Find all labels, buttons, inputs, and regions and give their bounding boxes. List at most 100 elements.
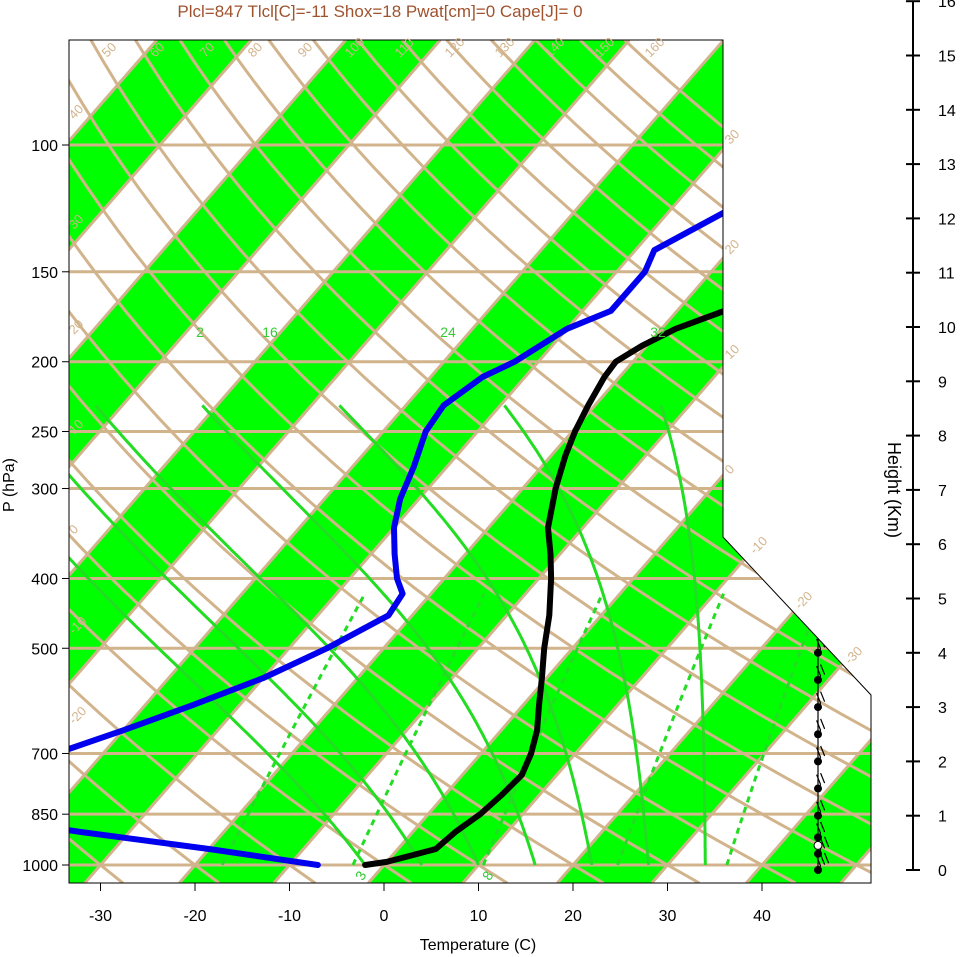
moist-adiabat — [201, 404, 537, 866]
isotherm-label-right: 0 — [722, 461, 738, 477]
wind-open-dot — [813, 840, 823, 850]
wind-barb-flag — [820, 555, 826, 567]
wind-barb-flag — [824, 146, 830, 158]
moist-adiabat — [338, 404, 594, 866]
wind-barb-flag — [820, 501, 826, 512]
wind-dot — [814, 594, 822, 603]
x-tick-label: 10 — [470, 908, 488, 925]
height-tick-label: 4 — [938, 646, 947, 663]
wind-barb — [817, 567, 822, 572]
isotherm-label-left: 0 — [66, 521, 82, 537]
dry-adiabat — [178, 40, 871, 883]
isotherm-line — [69, 40, 536, 883]
wind-barb-flag — [824, 852, 830, 864]
wind-barb-flag — [820, 610, 826, 621]
wind-barb-flag — [816, 258, 822, 270]
mixing-ratio-line — [481, 593, 604, 866]
dry-adiabat — [89, 40, 871, 883]
dry-adiabat — [69, 40, 871, 883]
moist-adiabat — [94, 404, 480, 866]
y-tick-label: 1000 — [22, 858, 58, 875]
isotherm-label-right: -10 — [747, 533, 771, 557]
wind-barb-flag — [820, 148, 826, 159]
isotherm-line — [83, 40, 820, 883]
height-tick-label: 0 — [938, 863, 947, 880]
y-tick-label: 150 — [31, 265, 58, 282]
height-tick-label: 9 — [938, 374, 947, 391]
wind-dot — [814, 214, 822, 223]
wind-barb — [817, 757, 822, 762]
wind-barb-flag — [824, 836, 830, 848]
moist-adiabat-lines — [69, 404, 707, 866]
isotherm-band — [69, 40, 819, 883]
isotherm-band — [69, 40, 630, 883]
pressure-axis: 100 150 200 250 300 400 500 700 850 1000 — [22, 138, 70, 875]
wind-barb — [817, 51, 822, 56]
height-tick-label: 10 — [938, 320, 956, 337]
wind-dot — [814, 621, 822, 630]
wind-barb-flag — [820, 419, 826, 431]
isotherm-line — [650, 40, 871, 883]
wind-barb-flag — [820, 582, 826, 594]
wind-open-dot — [813, 59, 823, 68]
dry-adiabat — [490, 40, 871, 883]
wind-barb — [817, 214, 822, 219]
wind-barb-flag — [820, 821, 826, 833]
wind-barb-flag — [820, 745, 826, 757]
x-tick-label: 0 — [380, 908, 389, 925]
dry-adiabat — [69, 40, 797, 883]
wind-barb-flag — [816, 720, 822, 731]
isotherm-label-right: 30 — [722, 126, 743, 147]
mixing-ratio-line — [220, 592, 367, 866]
x-tick-label: -30 — [89, 908, 112, 925]
wind-barb-flag — [820, 838, 826, 849]
wind-barb-flag — [816, 95, 822, 107]
x-axis-title: Temperature (C) — [420, 937, 536, 954]
wind-barb — [817, 377, 822, 382]
wind-barb — [817, 105, 822, 111]
wind-barb-flag — [816, 665, 822, 677]
wind-barb-flag — [820, 800, 826, 811]
wind-barb-flag — [820, 854, 826, 865]
wind-barb-flag — [816, 149, 822, 161]
mixing-ratio-line — [351, 593, 486, 866]
wind-barb-flag — [816, 747, 822, 758]
wind-barb — [817, 512, 822, 518]
isotherm-line — [556, 40, 871, 883]
wind-barb — [817, 268, 822, 274]
wind-barb-flag — [820, 528, 826, 540]
height-tick-label: 1 — [938, 809, 947, 826]
height-tick-label: 14 — [938, 103, 956, 120]
isotherm-band — [557, 40, 871, 883]
y-tick-label: 700 — [31, 746, 58, 763]
wind-barb-flag — [820, 772, 826, 784]
mixing-ratio-label: 2 — [196, 324, 204, 340]
y-tick-label: 100 — [31, 138, 58, 155]
wind-barb-flag — [816, 823, 822, 834]
height-tick-label: 16 — [938, 0, 956, 11]
wind-barb-flag — [816, 204, 822, 215]
wind-barb-flag — [816, 41, 822, 52]
moist-adiabat — [659, 404, 707, 865]
isotherm-label-right: -30 — [842, 643, 866, 667]
wind-dot — [814, 377, 822, 386]
height-tick-label: 2 — [938, 754, 947, 771]
wind-barb-flag — [820, 474, 826, 485]
height-tick-label: 7 — [938, 483, 947, 500]
mixing-ratio-label: 24 — [440, 324, 456, 340]
wind-barb — [817, 159, 822, 165]
wind-barb — [817, 730, 822, 735]
wind-open-dot — [813, 411, 823, 421]
wind-barb — [817, 865, 822, 871]
isotherm-lines — [69, 40, 871, 883]
wind-profile — [813, 40, 834, 874]
wind-barb — [817, 702, 822, 708]
plot-frame — [68, 39, 872, 884]
isotherm-label-top: 160 — [642, 34, 668, 60]
wind-barb — [817, 539, 822, 545]
y-tick-label: 300 — [31, 482, 58, 499]
isotherm-label-top: 120 — [442, 34, 468, 60]
y-tick-label: 850 — [31, 807, 58, 824]
y-tick-label: 200 — [31, 355, 58, 372]
wind-barb-flag — [820, 94, 826, 105]
